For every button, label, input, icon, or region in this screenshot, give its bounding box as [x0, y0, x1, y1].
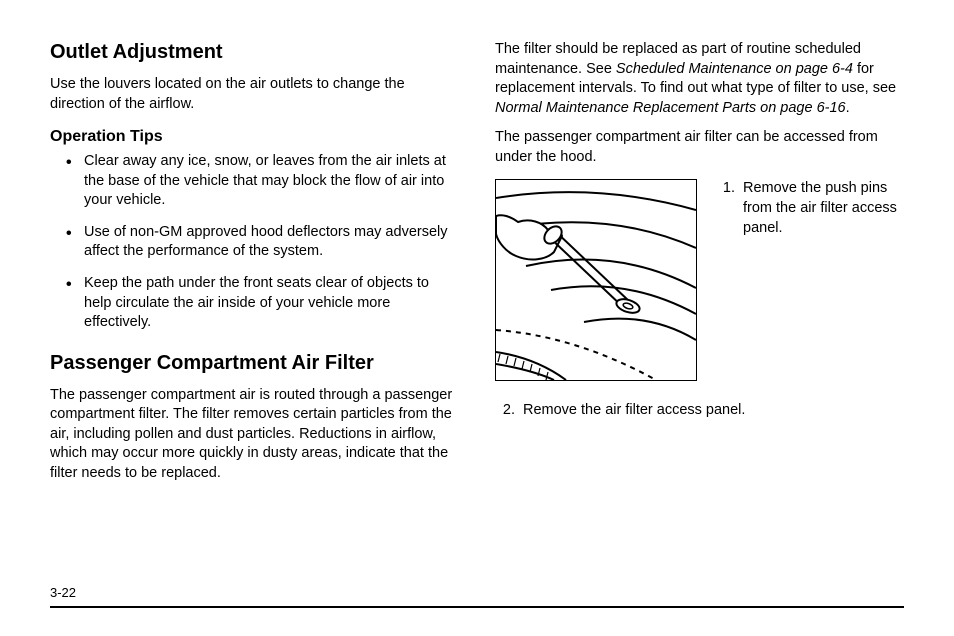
operation-tips-list: Clear away any ice, snow, or leaves from… [50, 152, 459, 333]
outlet-intro-text: Use the louvers located on the air outle… [50, 75, 459, 114]
right-column: The filter should be replaced as part of… [495, 40, 904, 493]
heading-outlet-adjustment: Outlet Adjustment [50, 40, 459, 65]
step1-container: Remove the push pins from the air filter… [715, 179, 904, 381]
filter-replace-text: The filter should be replaced as part of… [495, 40, 904, 118]
passenger-filter-text: The passenger compartment air is routed … [50, 386, 459, 484]
step-2: Remove the air filter access panel. [519, 401, 904, 421]
step-1: Remove the push pins from the air filter… [739, 179, 904, 238]
page: Outlet Adjustment Use the louvers locate… [0, 0, 954, 636]
page-number: 3-22 [50, 585, 76, 600]
left-column: Outlet Adjustment Use the louvers locate… [50, 40, 459, 493]
heading-passenger-filter: Passenger Compartment Air Filter [50, 351, 459, 376]
ref-scheduled-maintenance: Scheduled Maintenance on page 6-4 [616, 61, 853, 77]
illustration-push-pin [495, 179, 697, 381]
ref-replacement-parts: Normal Maintenance Replacement Parts on … [495, 100, 846, 116]
step-list-2: Remove the air filter access panel. [495, 401, 904, 421]
two-column-layout: Outlet Adjustment Use the louvers locate… [50, 40, 904, 493]
tip-item: Clear away any ice, snow, or leaves from… [50, 152, 459, 211]
tip-item: Use of non-GM approved hood deflectors m… [50, 223, 459, 262]
page-footer: 3-22 [50, 584, 904, 608]
tip-item: Keep the path under the front seats clea… [50, 274, 459, 333]
footer-rule [50, 606, 904, 608]
filter-access-text: The passenger compartment air filter can… [495, 128, 904, 167]
step-list-1: Remove the push pins from the air filter… [715, 179, 904, 238]
figure-row: Remove the push pins from the air filter… [495, 179, 904, 381]
text-segment: . [846, 100, 850, 116]
heading-operation-tips: Operation Tips [50, 128, 459, 146]
push-pin-svg [496, 180, 696, 380]
